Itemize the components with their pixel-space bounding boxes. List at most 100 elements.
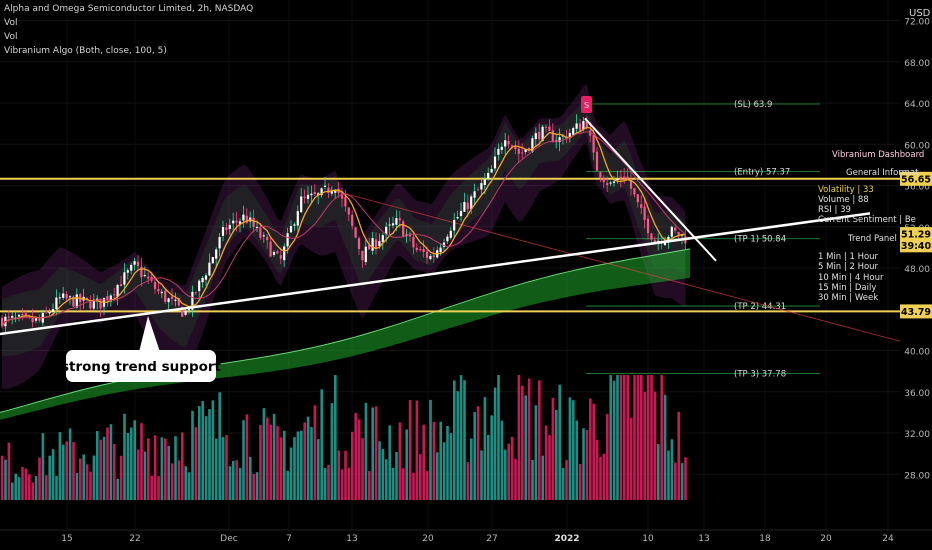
y-tick-label: 48.00: [904, 265, 930, 275]
trend-lines[interactable]: [0, 117, 871, 336]
candle-body: [388, 224, 391, 226]
volume-bar: [11, 482, 14, 500]
candle-body: [480, 183, 483, 190]
candle-body: [184, 310, 187, 315]
volume-bar: [317, 439, 320, 500]
candle-body: [521, 152, 524, 154]
dashboard-row: RSI | 39: [818, 205, 851, 216]
volume-bar: [623, 375, 626, 500]
candle-body: [62, 293, 65, 298]
candle-body: [300, 196, 303, 213]
volume-bar: [425, 471, 429, 500]
volume-bar: [259, 424, 262, 500]
volume-bar: [347, 467, 351, 500]
candle-body: [211, 257, 214, 264]
candle-body: [272, 252, 276, 255]
volume-bar: [92, 455, 96, 500]
volume-bar: [578, 463, 582, 500]
volume-bar: [674, 462, 677, 500]
volume-bar: [558, 384, 561, 500]
candle-body: [415, 247, 418, 251]
volume-bar: [429, 399, 432, 500]
candle-body: [674, 227, 677, 231]
volume-bar: [313, 405, 317, 500]
volume-bar: [527, 378, 531, 500]
candle-body: [7, 316, 10, 318]
volume-bar: [473, 412, 476, 500]
x-tick-label: 10: [642, 534, 654, 544]
volume-bar: [170, 463, 174, 500]
candle-body: [453, 219, 456, 231]
volume-bar: [0, 455, 4, 500]
candle-body: [31, 317, 34, 323]
volume-bar: [62, 444, 65, 500]
x-tick-label: 2022: [554, 534, 579, 544]
y-tick-label: 28.00: [904, 471, 930, 481]
volume-bar: [585, 429, 589, 500]
algo-indicator: Vibranium Algo (Both, close, 100, 5): [4, 46, 167, 56]
volume-bar: [191, 410, 194, 500]
volume-bar: [470, 438, 473, 500]
candle-body: [446, 236, 449, 242]
volume-bar: [7, 442, 11, 500]
candle-body: [548, 126, 551, 131]
volume-bar: [415, 400, 419, 500]
volume-bar: [340, 469, 344, 500]
y-tick-label: 40.00: [904, 348, 930, 358]
candle-body: [595, 151, 599, 171]
volume-bar: [463, 380, 466, 500]
volume-bar: [174, 436, 177, 500]
time-axis[interactable]: 15 22 Dec 7 13 20 27 2022 10 13 18 20 24: [0, 529, 932, 544]
candle-body: [221, 227, 225, 236]
candle-body: [402, 221, 405, 237]
volume-bar: [303, 422, 306, 500]
volume-bar: [187, 472, 191, 500]
candle-body: [643, 206, 646, 220]
candle-body: [187, 309, 191, 311]
volume-bar: [521, 385, 524, 500]
candle-body: [252, 217, 255, 228]
volume-bar: [684, 457, 687, 500]
candle-body: [578, 123, 582, 131]
volume-bar: [677, 411, 680, 500]
level-label: (SL) 63.9: [734, 100, 772, 110]
x-tick-label: 13: [346, 534, 357, 544]
candle-body: [340, 193, 344, 199]
candle-body: [422, 249, 425, 253]
candle-body: [21, 314, 24, 316]
candle-body: [123, 272, 126, 285]
volume-bar: [606, 414, 609, 500]
candle-body: [490, 169, 493, 173]
candle-body: [500, 146, 503, 150]
volume-bar: [160, 437, 164, 500]
volume-bar: [85, 464, 89, 500]
candle-body: [238, 221, 242, 225]
candle-body: [167, 298, 170, 303]
candle-body: [629, 179, 633, 189]
volume-bar: [609, 375, 612, 500]
volume-bar: [150, 475, 153, 500]
volume-bar: [544, 425, 548, 500]
volume-bar: [130, 427, 133, 500]
candle-body: [374, 239, 378, 248]
candle-body: [38, 318, 41, 321]
y-tick-label: 68.00: [904, 59, 930, 69]
candle-body: [194, 292, 197, 294]
candle-body: [106, 295, 109, 301]
candle-body: [157, 288, 160, 292]
candle-body: [45, 311, 48, 313]
volume-bar: [646, 375, 650, 500]
volume-bar: [565, 460, 568, 500]
candle-body: [204, 275, 208, 280]
volume-bar: [371, 407, 374, 500]
volume-bar: [385, 459, 388, 500]
candle-body: [296, 211, 299, 226]
candle-body: [626, 176, 629, 179]
candle-body: [412, 236, 415, 248]
candle-body: [510, 145, 514, 147]
volume-bar: [221, 437, 225, 500]
candle-body: [538, 131, 541, 140]
volume-bar: [116, 478, 119, 500]
candle-body: [357, 238, 361, 250]
